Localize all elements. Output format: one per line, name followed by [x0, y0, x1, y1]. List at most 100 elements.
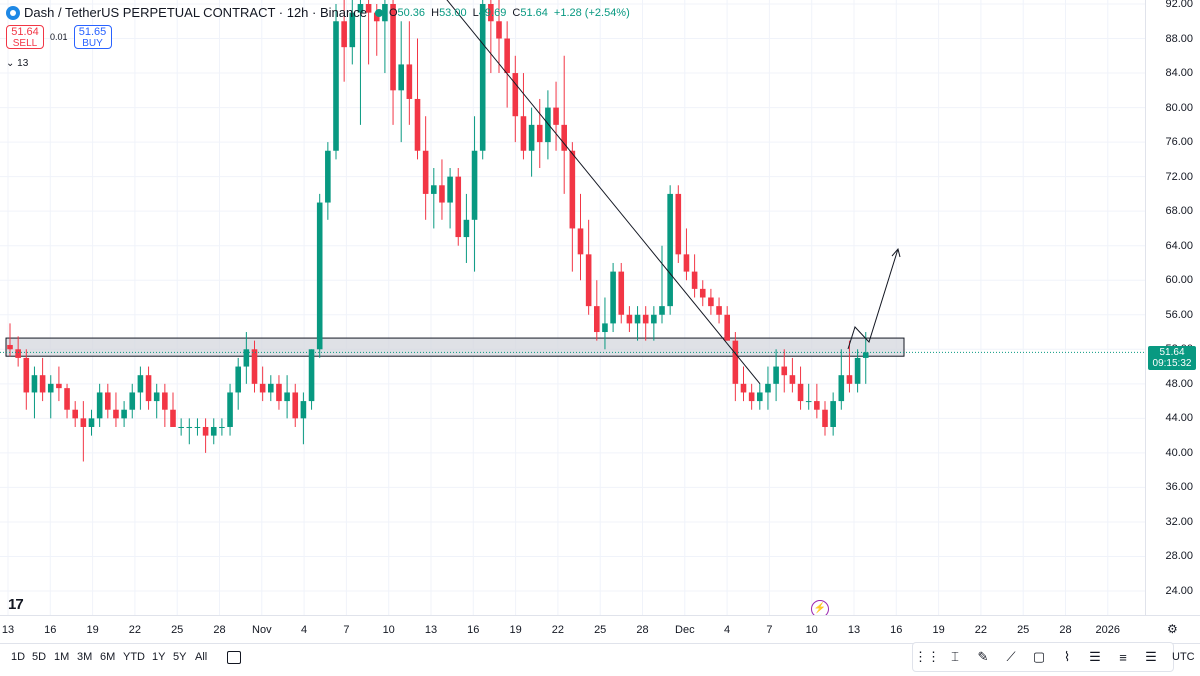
candle-body [545, 107, 551, 143]
dash-coin-icon [6, 5, 20, 20]
candle-body [561, 124, 567, 151]
lines-icon[interactable]: ☰ [1145, 649, 1157, 664]
candle-body [7, 344, 13, 350]
range-5d[interactable]: 5D [32, 651, 47, 663]
candle-body [642, 314, 649, 324]
spread-value: 0.01 [50, 32, 68, 42]
symbol-title[interactable]: Dash / TetherUS PERPETUAL CONTRACT · 12h… [24, 5, 367, 20]
time-axis[interactable]: 13 16 19 22 25 28 Nov 4 7 10 13 16 19 22 25 28 Dec 4 7 10 13… [0, 615, 1200, 644]
range-all[interactable]: All [195, 651, 208, 663]
long-position-icon[interactable]: ☰ [1089, 649, 1101, 664]
candle-body [830, 401, 836, 427]
time-tick: 7 [343, 624, 350, 636]
chart-area[interactable] [0, 0, 1145, 615]
candle-body [145, 375, 152, 402]
candle-body [202, 426, 209, 436]
time-tick: 25 [1017, 624, 1030, 636]
range-1y[interactable]: 1Y [152, 651, 166, 663]
projection-arrowhead [891, 247, 901, 258]
brush-icon[interactable]: ✎ [977, 649, 989, 664]
drawing-toolbar: ⋮⋮ ⌶ ✎ ⟋ ▢ ⌇ ☰ ≡ ☰ [912, 642, 1174, 672]
time-tick: 10 [805, 624, 818, 636]
range-5y[interactable]: 5Y [173, 651, 187, 663]
candle-body [602, 323, 608, 333]
time-tick: 28 [1059, 624, 1072, 636]
candle-body [748, 392, 755, 402]
price-tick: 40.00 [1165, 446, 1193, 459]
time-tick: 19 [932, 624, 945, 636]
time-tick: 28 [636, 624, 649, 636]
candle-body [259, 383, 266, 393]
price-tick: 32.00 [1165, 515, 1193, 528]
candle-body [210, 426, 217, 436]
bottom-toolbar: 1D 5D 1M 3M 6M YTD 1Y 5Y All ⋮⋮ ⌶ ✎ ⟋ ▢ … [0, 642, 1200, 676]
trade-buttons: 51.64 SELL 0.01 51.65 BUY [6, 25, 112, 49]
path-icon[interactable]: ⌇ [1063, 649, 1071, 664]
candle-body [325, 150, 331, 203]
candle-body [96, 392, 103, 419]
time-tick: 4 [301, 624, 308, 636]
text-cursor-icon[interactable]: ⌶ [951, 649, 959, 664]
calendar-icon[interactable] [227, 651, 241, 664]
candlestick-chart[interactable] [0, 0, 1145, 615]
candle-body [699, 288, 706, 298]
chevron-down-icon: ⌄ [6, 58, 15, 69]
candle-body [659, 306, 665, 315]
time-tick: 16 [44, 624, 57, 636]
candle-body [284, 392, 290, 402]
price-tick: 88.00 [1165, 32, 1193, 45]
range-1m[interactable]: 1M [54, 651, 70, 663]
candle-body [72, 409, 78, 419]
price-tick: 84.00 [1165, 67, 1193, 80]
price-tick: 48.00 [1165, 377, 1193, 390]
time-tick: 13 [847, 624, 861, 636]
candle-body [316, 202, 323, 350]
candle-body [56, 383, 62, 389]
trend-line-icon[interactable]: ⟋ [1006, 649, 1016, 664]
candle-body [373, 12, 380, 22]
range-ytd[interactable]: YTD [123, 651, 145, 663]
candle-body [846, 375, 853, 384]
candle-body [186, 426, 193, 428]
market-status-icon [374, 8, 383, 17]
sell-button[interactable]: 51.64 SELL [6, 25, 44, 49]
support-zone [5, 337, 905, 357]
candle-body [528, 124, 535, 151]
price-axis[interactable]: 92.00 88.00 84.00 80.00 76.00 72.00 68.00 64.00… [1145, 0, 1200, 615]
candle-body [651, 314, 657, 324]
candle-body [553, 107, 559, 125]
candle-body [121, 409, 127, 419]
candle-body [577, 228, 584, 255]
candle-body [569, 150, 576, 229]
candle-body [862, 352, 869, 358]
time-tick: 19 [86, 624, 99, 636]
fib-icon[interactable]: ≡ [1119, 649, 1127, 665]
candle-body [463, 219, 470, 238]
range-6m[interactable]: 6M [100, 651, 116, 663]
time-tick: 25 [171, 624, 184, 636]
bar-countdown: 09:15:32 [1152, 358, 1192, 369]
price-tick: 24.00 [1165, 585, 1193, 597]
candle-body [137, 375, 144, 393]
gear-icon[interactable]: ⚙ [1167, 622, 1178, 636]
candle-body [105, 392, 111, 410]
range-3m[interactable]: 3M [77, 651, 93, 663]
candle-body [455, 176, 462, 238]
range-1d[interactable]: 1D [11, 651, 26, 663]
candle-body [341, 21, 347, 48]
buy-button[interactable]: 51.65 BUY [73, 25, 112, 49]
candle-body [80, 418, 87, 427]
candle-body [333, 21, 339, 151]
candle-body [814, 401, 820, 410]
price-tick: 44.00 [1165, 412, 1193, 425]
candle-body [634, 314, 641, 324]
time-tick: 28 [213, 624, 226, 636]
tradingview-logo[interactable]: 17 [8, 596, 24, 613]
timezone-button[interactable]: UTC [1172, 651, 1195, 663]
candle-body [757, 392, 763, 402]
candle-body [585, 254, 592, 307]
indicators-toggle[interactable]: ⌄ 13 [6, 58, 28, 69]
rectangle-icon[interactable]: ▢ [1032, 649, 1046, 664]
drag-handle-icon[interactable]: ⋮⋮ [914, 649, 940, 664]
time-tick: 7 [766, 624, 773, 636]
